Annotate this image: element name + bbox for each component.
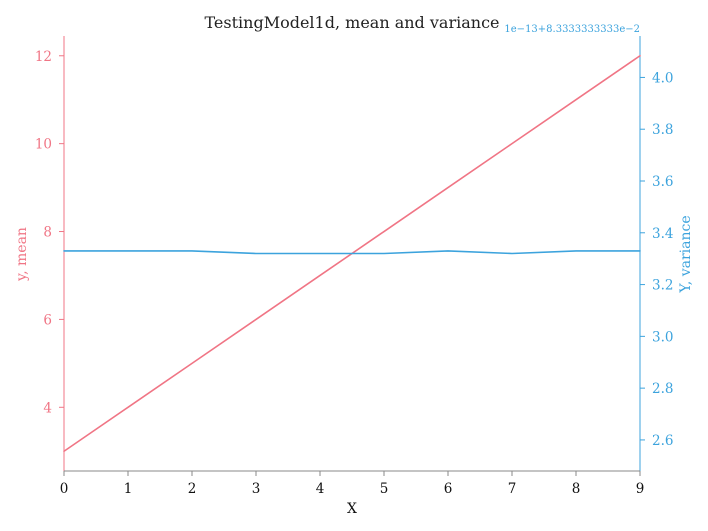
- x-tick-label: 5: [380, 481, 389, 497]
- x-tick-label: 4: [316, 481, 325, 497]
- right-y-axis-label: Y, variance: [678, 215, 694, 293]
- left-tick-label: 10: [35, 137, 52, 153]
- left-axis: 4 6 8 10 12: [35, 36, 65, 471]
- right-tick-label: 3.0: [652, 329, 673, 345]
- chart-title: TestingModel1d, mean and variance: [205, 13, 500, 32]
- right-axis-offset-text: 1e−13+8.3333333333e−2: [504, 24, 640, 35]
- x-tick-label: 7: [508, 481, 517, 497]
- right-tick-label: 2.8: [652, 381, 673, 397]
- x-tick-label: 8: [572, 481, 581, 497]
- right-tick-label: 3.2: [652, 278, 673, 294]
- variance-line: [63, 250, 641, 255]
- right-axis: 2.6 2.8 3.0 3.2 3.4 3.6 3.8 4.0: [639, 36, 673, 471]
- left-tick-label: 4: [43, 400, 52, 416]
- left-tick-label: 6: [43, 312, 52, 328]
- right-tick-label: 2.6: [652, 433, 673, 449]
- left-y-axis-label: y, mean: [14, 227, 30, 282]
- left-tick-label: 12: [35, 49, 52, 65]
- x-axis: 0 1 2 3 4 5 6 7 8 9: [60, 470, 645, 497]
- x-tick-label: 9: [636, 481, 645, 497]
- right-tick-label: 3.6: [652, 174, 673, 190]
- right-tick-label: 4.0: [652, 70, 673, 86]
- right-tick-label: 3.4: [652, 226, 673, 242]
- series-layer: [63, 54, 641, 453]
- x-axis-label: X: [347, 501, 357, 517]
- x-tick-label: 3: [252, 481, 261, 497]
- x-tick-label: 2: [188, 481, 197, 497]
- right-tick-label: 3.8: [652, 122, 673, 138]
- x-tick-label: 6: [444, 481, 453, 497]
- x-tick-label: 0: [60, 481, 69, 497]
- left-tick-label: 8: [43, 225, 52, 241]
- x-tick-label: 1: [124, 481, 133, 497]
